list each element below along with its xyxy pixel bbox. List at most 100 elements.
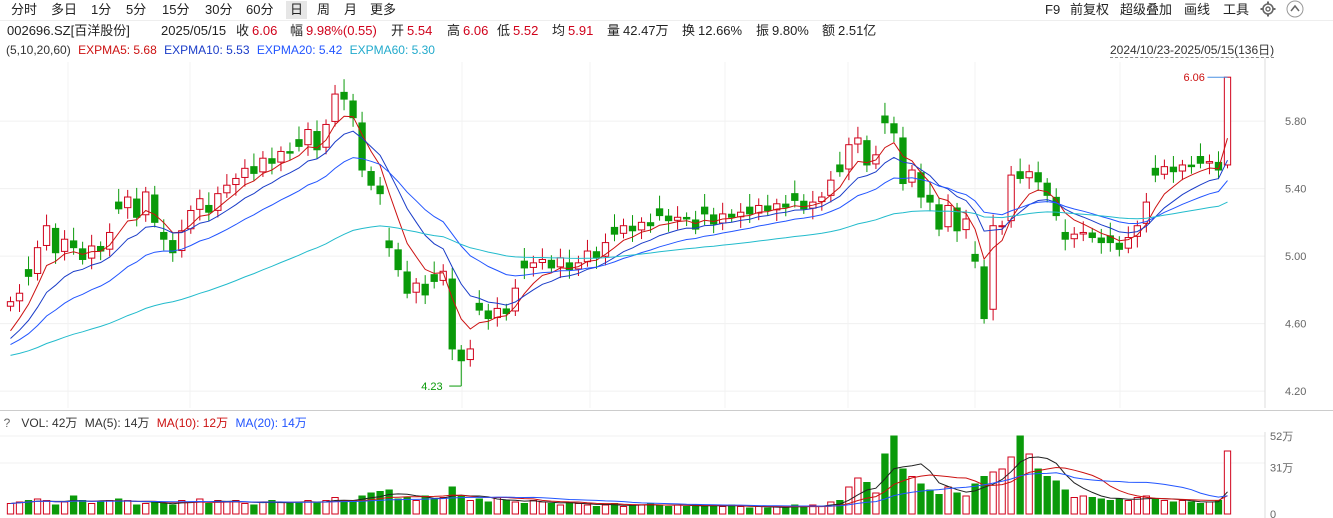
volume-bar <box>160 503 168 515</box>
tab-more[interactable]: 更多 <box>370 2 397 17</box>
candle-body <box>556 257 565 268</box>
vol-ma5-label: MA(5): 14万 <box>84 416 150 430</box>
candle-body <box>691 219 700 230</box>
tab-60min[interactable]: 60分 <box>246 2 274 17</box>
volume-value: 42.47万 <box>623 23 669 38</box>
tab-5min[interactable]: 5分 <box>126 2 147 17</box>
tab-15min[interactable]: 15分 <box>162 2 190 17</box>
volume-bar <box>1070 497 1078 515</box>
volume-bar <box>601 504 610 515</box>
volume-bar <box>1097 498 1105 515</box>
volume-bar <box>475 498 483 515</box>
turnover-label: 换 <box>682 23 696 38</box>
volume-legend: ? VOL: 42万 MA(5): 14万 MA(10): 12万 MA(20)… <box>0 414 311 432</box>
tab-month[interactable]: 月 <box>344 2 358 17</box>
candle-body <box>791 193 799 201</box>
candle-body <box>1097 237 1105 244</box>
volume-bar <box>250 504 258 515</box>
candle-body <box>682 216 691 220</box>
volume-bar <box>69 495 78 515</box>
volume-bar <box>998 468 1006 515</box>
tab-1min[interactable]: 1分 <box>91 2 112 17</box>
high-value: 6.06 <box>463 23 489 38</box>
candle-body <box>484 310 492 320</box>
volume-bar <box>412 500 420 515</box>
candle-body <box>944 204 952 228</box>
draw-button[interactable]: 画线 <box>1184 2 1211 17</box>
volume-bar <box>1079 495 1087 515</box>
adjust-button[interactable]: 前复权 <box>1070 2 1110 17</box>
volume-bar <box>538 501 547 515</box>
volume-bar <box>926 489 934 515</box>
volume-bar <box>349 501 357 515</box>
volume-bar <box>691 504 700 515</box>
volume-bar <box>664 506 673 515</box>
expma10-label: EXPMA10: 5.53 <box>164 43 250 57</box>
volume-bar <box>881 453 889 515</box>
overlay-button[interactable]: 超级叠加 <box>1120 2 1173 17</box>
volume-bar <box>989 471 997 515</box>
candle-body <box>277 150 285 163</box>
candle-body <box>358 122 366 171</box>
candle-body <box>313 131 321 151</box>
tab-day[interactable]: 日 <box>286 1 308 19</box>
expma-legend: (5,10,20,60) EXPMA5: 5.68 EXPMA10: 5.53 … <box>0 42 439 58</box>
volume-bar <box>800 506 808 515</box>
volume-bar <box>394 498 402 515</box>
stock-code: 002696.SZ[百洋股份] <box>7 23 130 38</box>
tab-fenshi[interactable]: 分时 <box>11 2 38 17</box>
volume-bar <box>124 500 132 515</box>
candle-body <box>1160 166 1169 175</box>
candle-body <box>331 93 339 122</box>
candle-body <box>971 253 979 262</box>
candle-body <box>502 308 510 314</box>
candle-body <box>764 205 772 212</box>
price-tick-label: 5.80 <box>1285 116 1306 128</box>
volume-bar <box>700 506 709 515</box>
tab-30min[interactable]: 30分 <box>205 2 233 17</box>
candle-body <box>33 247 42 274</box>
candle-body <box>205 204 213 213</box>
candle-body <box>430 274 438 282</box>
volume-bar <box>1007 456 1015 515</box>
tab-week[interactable]: 周 <box>317 2 331 17</box>
candle-body <box>1205 161 1214 164</box>
candle-body <box>1061 231 1069 240</box>
volume-bar <box>1106 500 1114 515</box>
volume-bar <box>682 506 691 515</box>
volume-bar <box>304 500 312 515</box>
volume-bar <box>709 504 718 515</box>
volume-bar <box>169 504 177 515</box>
f9-button[interactable]: F9 <box>1045 2 1061 17</box>
date-range[interactable]: 2024/10/23-2025/05/15(136日) <box>1110 43 1275 58</box>
volume-bar <box>1061 489 1069 515</box>
tab-duori[interactable]: 多日 <box>51 2 78 17</box>
up-arrow-icon[interactable] <box>1286 0 1304 18</box>
volume-bar <box>268 500 276 515</box>
tools-button[interactable]: 工具 <box>1223 2 1250 17</box>
gear-icon[interactable] <box>1260 1 1276 17</box>
volume-bar <box>502 500 510 515</box>
volume-bar <box>1034 468 1042 515</box>
volume-bar <box>1151 498 1160 515</box>
candle-body <box>1007 174 1015 222</box>
volume-bar <box>51 504 60 515</box>
volume-bar <box>917 483 925 515</box>
volume-bar <box>782 507 790 515</box>
expma5-label: EXPMA5: 5.68 <box>78 43 157 57</box>
candle-body <box>1115 242 1123 250</box>
volume-bar <box>223 501 231 515</box>
volume-bar <box>78 500 87 515</box>
candle-body <box>917 172 925 198</box>
low-label: 低 <box>497 23 511 38</box>
price-tick-label: 5.00 <box>1285 251 1306 263</box>
volume-bar <box>854 477 862 515</box>
candle-body <box>547 259 556 269</box>
volume-bar <box>358 495 366 515</box>
help-icon[interactable]: ? <box>3 416 11 430</box>
volume-bar <box>60 501 69 515</box>
volume-bar <box>673 504 682 515</box>
candle-body <box>1178 164 1187 172</box>
candle-body <box>42 225 51 246</box>
